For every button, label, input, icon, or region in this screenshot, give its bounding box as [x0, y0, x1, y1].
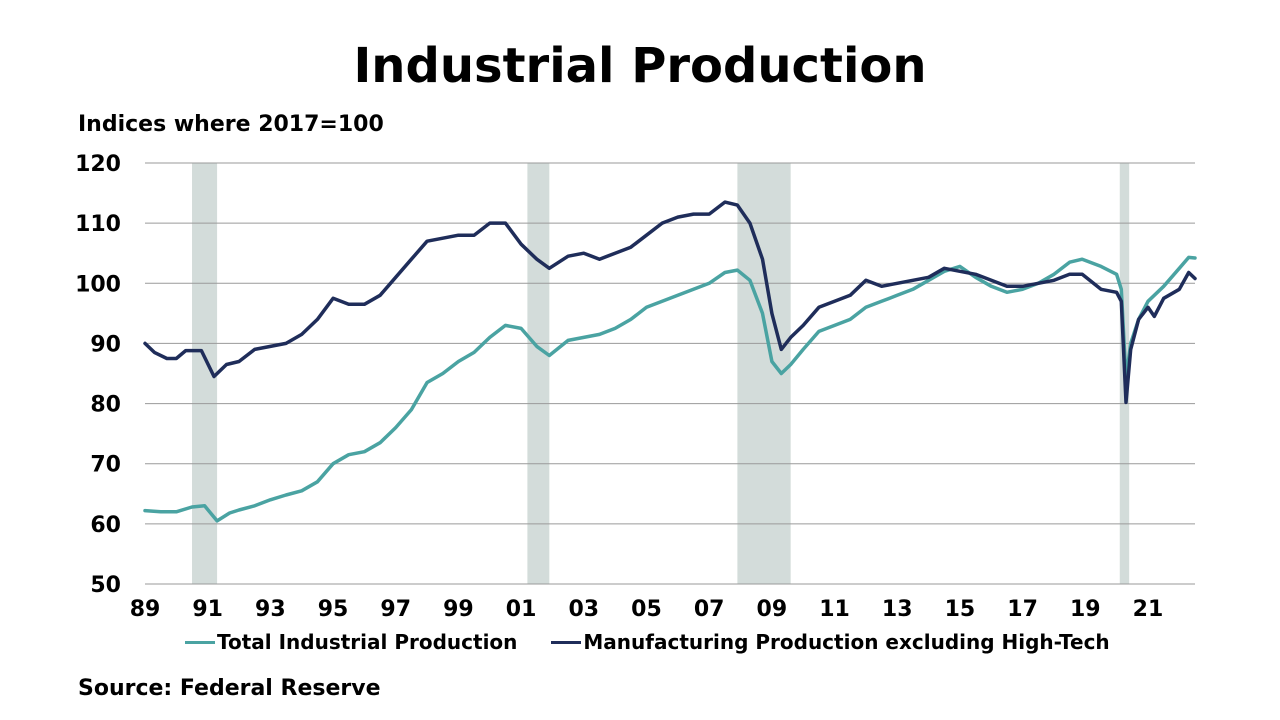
x-tick-label: 05 [631, 597, 662, 622]
x-tick-label: 99 [443, 597, 474, 622]
series-line-manufacturing [143, 200, 1197, 405]
x-tick-label: 19 [1070, 597, 1101, 622]
x-tick-label: 13 [882, 597, 913, 622]
chart-subtitle: Indices where 2017=100 [78, 112, 384, 137]
x-tick-label: 97 [380, 597, 411, 622]
x-tick-label: 01 [506, 597, 537, 622]
x-tick-label: 93 [255, 597, 286, 622]
legend: Total Industrial Production Manufacturin… [185, 630, 1110, 654]
x-tick-label: 03 [568, 597, 599, 622]
y-tick-label: 50 [90, 573, 121, 598]
y-tick-label: 70 [90, 453, 121, 478]
legend-label-manufacturing: Manufacturing Production excluding High-… [583, 630, 1110, 654]
x-tick-label: 89 [130, 597, 161, 622]
x-tick-label: 91 [192, 597, 223, 622]
y-axis-ticks: 50 60 70 80 90 100 110 120 [75, 152, 121, 598]
x-tick-label: 15 [945, 597, 976, 622]
legend-item-total: Total Industrial Production [185, 630, 517, 654]
legend-item-manufacturing: Manufacturing Production excluding High-… [551, 630, 1110, 654]
legend-label-total: Total Industrial Production [217, 630, 518, 654]
y-tick-label: 110 [75, 212, 121, 237]
x-tick-label: 09 [757, 597, 788, 622]
legend-swatch-manufacturing [551, 640, 582, 644]
legend-swatch-total [185, 640, 215, 644]
x-tick-label: 95 [318, 597, 349, 622]
recession-band-1 [527, 163, 550, 584]
source-note: Source: Federal Reserve [78, 676, 381, 701]
y-tick-label: 90 [90, 332, 121, 357]
x-tick-label: 21 [1133, 597, 1164, 622]
y-tick-label: 60 [90, 513, 121, 538]
chart-title: Industrial Production [353, 38, 927, 94]
series-line-total [143, 255, 1197, 523]
y-tick-label: 100 [75, 272, 121, 297]
gridlines [145, 162, 1195, 585]
x-tick-label: 17 [1007, 597, 1038, 622]
series-lines [143, 200, 1197, 523]
x-tick-label: 11 [819, 597, 850, 622]
x-axis-ticks: 89 91 93 95 97 99 01 03 05 07 09 11 13 15 17 19 21 [130, 597, 1164, 622]
x-tick-label: 07 [694, 597, 725, 622]
y-tick-label: 120 [75, 152, 121, 177]
y-tick-label: 80 [90, 393, 121, 418]
